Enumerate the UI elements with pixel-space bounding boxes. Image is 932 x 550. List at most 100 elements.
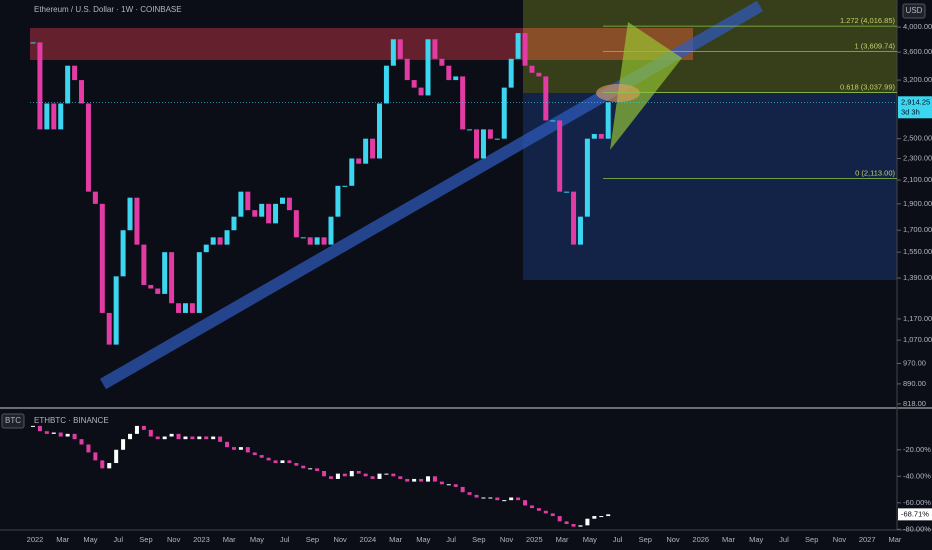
candle [536, 508, 541, 511]
x-tick-label: May [583, 535, 597, 544]
x-tick-label: Mar [888, 535, 901, 544]
x-tick-label: Jul [446, 535, 456, 544]
candle [51, 432, 56, 434]
candle [550, 120, 556, 122]
candle [411, 80, 417, 88]
candle [114, 449, 119, 464]
candle [99, 203, 105, 313]
x-tick-label: May [83, 535, 97, 544]
pane-label[interactable]: BTC [5, 416, 21, 425]
candle [203, 244, 209, 253]
candle [210, 237, 216, 245]
candle [44, 431, 49, 434]
candle [391, 473, 396, 477]
candle [585, 518, 590, 526]
candle [65, 433, 70, 437]
candle [134, 197, 140, 245]
candle [31, 425, 35, 427]
candle [390, 39, 396, 66]
currency-button[interactable] [902, 3, 926, 19]
candle [183, 436, 188, 440]
fib-label: 0 (2,113.00) [855, 169, 895, 178]
x-tick-label: Nov [500, 535, 514, 544]
candle [522, 33, 528, 66]
pane-title: ETHBTC · BINANCE [34, 416, 109, 425]
candle [453, 76, 459, 81]
candle [72, 65, 78, 81]
candle [598, 133, 604, 139]
candle [155, 288, 161, 294]
x-tick-label: May [416, 535, 430, 544]
candle [487, 129, 493, 139]
candle [557, 120, 563, 192]
y-tick-label: 818.00 [903, 399, 926, 408]
chart-title: Ethereum / U.S. Dollar · 1W · COINBASE [34, 5, 182, 14]
candle [419, 478, 424, 482]
y-tick-label: 2,100.00 [903, 175, 932, 184]
candle [93, 452, 98, 461]
candle [494, 138, 500, 140]
candle [204, 436, 209, 440]
candle [342, 185, 348, 187]
candle [577, 216, 583, 245]
candle [446, 65, 452, 81]
candle [58, 103, 64, 130]
x-tick-label: Mar [389, 535, 402, 544]
y-tick-label: 1,390.00 [903, 273, 932, 282]
candle [591, 133, 597, 139]
candle [51, 103, 57, 130]
y-tick-label: 2,300.00 [903, 153, 932, 162]
last-price-label: 2,914.25 [901, 97, 930, 106]
y-tick-label: 1,170.00 [903, 314, 932, 323]
x-tick-label: Nov [333, 535, 347, 544]
candle [245, 447, 250, 453]
candle [182, 303, 188, 313]
candle [377, 473, 382, 479]
fib-label: 1 (3,609.74) [855, 41, 896, 50]
y-tick-label: 970.00 [903, 358, 926, 367]
candle [502, 500, 507, 502]
candle [44, 103, 50, 130]
candle [169, 433, 174, 437]
y-tick-label: -80.00% [903, 524, 931, 533]
candle [335, 473, 340, 479]
candle [605, 102, 611, 139]
projection-cone [610, 22, 682, 150]
candle [509, 497, 514, 501]
x-tick-label: Sep [306, 535, 319, 544]
candle [328, 216, 334, 245]
candle [453, 484, 458, 487]
x-tick-label: Jul [280, 535, 290, 544]
candle [397, 39, 403, 59]
candle [224, 230, 230, 245]
candle [238, 447, 243, 450]
candle [196, 252, 202, 313]
candle [322, 470, 327, 477]
x-tick-label: May [250, 535, 264, 544]
y-tick-label: -60.00% [903, 498, 931, 507]
candle [342, 473, 347, 477]
candle [79, 439, 84, 445]
candle [529, 65, 535, 73]
axis-unit[interactable]: USD [906, 6, 923, 15]
candle [86, 444, 91, 453]
y-tick-label: 890.00 [903, 379, 926, 388]
candle [460, 76, 466, 130]
symbol-button[interactable] [1, 413, 25, 429]
candle [439, 58, 445, 66]
candle [162, 252, 168, 294]
candle [557, 516, 562, 522]
candle [266, 457, 271, 461]
x-tick-label: 2025 [526, 535, 543, 544]
last-price-box [898, 96, 932, 119]
candle [279, 197, 285, 204]
candle [120, 230, 126, 277]
fib-label: 0.618 (3,037.99) [840, 82, 896, 91]
y-tick-label: 1,900.00 [903, 199, 932, 208]
candle [474, 494, 479, 498]
candle [606, 514, 611, 517]
x-tick-label: Mar [223, 535, 236, 544]
candle [37, 42, 43, 130]
candle [515, 33, 521, 59]
